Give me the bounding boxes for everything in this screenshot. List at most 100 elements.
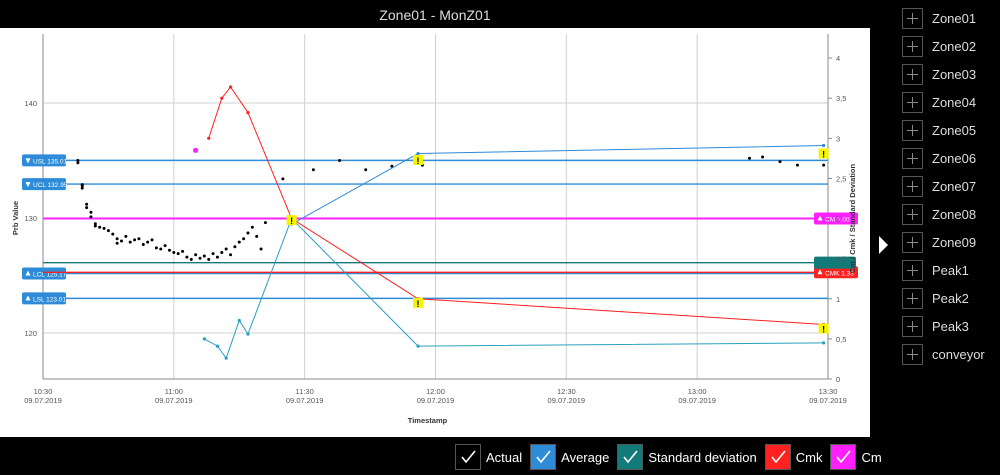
plus-icon[interactable] [902, 7, 923, 29]
plus-icon[interactable] [902, 231, 923, 253]
x-tick-date: 09.07.2019 [24, 396, 62, 405]
plus-icon[interactable] [902, 343, 923, 365]
data-point [822, 143, 826, 148]
x-tick-date: 09.07.2019 [548, 396, 586, 405]
warning-symbol: ! [822, 150, 825, 160]
zone-item-peak2[interactable]: Peak2 [893, 284, 1000, 312]
data-point-actual [124, 234, 128, 238]
zone-item-zone08[interactable]: Zone08 [893, 200, 1000, 228]
plus-icon[interactable] [902, 35, 923, 57]
zone-item-label: Peak1 [932, 262, 969, 278]
checkmark-icon[interactable] [830, 444, 857, 470]
plus-icon[interactable] [902, 119, 923, 141]
checkmark-icon[interactable] [530, 444, 557, 470]
y2-tick-label: 0,5 [836, 335, 846, 344]
data-point-actual [176, 252, 180, 256]
data-point-actual [390, 164, 394, 168]
data-point-actual [167, 248, 171, 252]
data-point-actual [748, 156, 751, 160]
data-point-actual [761, 155, 765, 159]
zone-item-label: Zone04 [932, 94, 977, 110]
data-point-actual [76, 161, 80, 165]
warning-icon: ! [818, 148, 829, 160]
zone-item-label: Zone09 [932, 234, 977, 250]
limit-tag [814, 212, 858, 225]
zone-item-zone03[interactable]: Zone03 [893, 60, 1000, 88]
data-point-actual [146, 240, 150, 244]
legend-item-actual[interactable]: Actual [455, 444, 522, 470]
data-point-actual [159, 247, 163, 251]
plus-icon[interactable] [902, 175, 923, 197]
x-tick-label: 11:30 [296, 387, 314, 396]
data-point [224, 356, 228, 360]
chart-legend: Actual Average Standard deviation Cmk Cm [455, 442, 890, 472]
zone-item-zone04[interactable]: Zone04 [893, 88, 1000, 116]
zone-item-conveyor[interactable]: conveyor [893, 340, 1000, 368]
x-tick-label: 11:00 [165, 387, 183, 396]
zone-item-label: Peak3 [932, 318, 969, 334]
arrow-down-icon [25, 158, 31, 164]
data-point-actual [89, 215, 93, 219]
warning-symbol: ! [417, 299, 420, 309]
legend-label: Standard deviation [648, 449, 757, 465]
plus-icon[interactable] [902, 315, 923, 337]
plus-icon[interactable] [902, 91, 923, 113]
x-axis-title: Timestamp [408, 416, 448, 425]
plus-icon[interactable] [902, 287, 923, 309]
zone-item-zone02[interactable]: Zone02 [893, 32, 1000, 60]
plus-icon[interactable] [902, 63, 923, 85]
x-tick-date: 09.07.2019 [155, 396, 193, 405]
y2-tick-label: 3,5 [836, 94, 846, 103]
series-line-cmk [208, 86, 824, 325]
warning-box [413, 297, 424, 308]
arrow-down-icon [25, 182, 31, 188]
zone-item-zone05[interactable]: Zone05 [893, 116, 1000, 144]
data-point-actual [215, 255, 219, 259]
chart-svg: USL 135.01 UCL 132.95 LCL 125.17 LSL 123.01… [11, 34, 858, 425]
legend-item-average[interactable]: Average [530, 444, 609, 470]
arrow-up-icon [817, 269, 823, 275]
zone-item-peak3[interactable]: Peak3 [893, 312, 1000, 340]
checkmark-icon[interactable] [764, 444, 791, 470]
data-point [416, 344, 420, 348]
data-point-actual [202, 254, 206, 258]
expand-panel-arrow-icon[interactable] [879, 236, 888, 254]
data-point [246, 332, 250, 336]
data-point-actual [76, 159, 80, 162]
warning-icon: ! [286, 215, 297, 226]
data-point [202, 337, 206, 341]
checkmark-icon[interactable] [617, 444, 644, 470]
plus-icon[interactable] [902, 147, 923, 169]
data-point [220, 96, 224, 100]
data-point-actual [311, 168, 315, 172]
plus-icon[interactable] [902, 259, 923, 281]
data-point-actual [246, 231, 250, 235]
limit-tag [814, 266, 858, 279]
legend-item-cm[interactable]: Cm [830, 444, 882, 470]
zone-item-zone06[interactable]: Zone06 [893, 144, 1000, 172]
data-point [215, 344, 220, 348]
legend-item-cmk[interactable]: Cmk [764, 444, 823, 470]
legend-item-standard-deviation[interactable]: Standard deviation [617, 444, 757, 470]
zone-item-zone07[interactable]: Zone07 [893, 172, 1000, 200]
legend-label: Average [561, 449, 610, 465]
x-tick-label: 12:00 [426, 387, 445, 396]
zone-item-peak1[interactable]: Peak1 [893, 256, 1000, 284]
zone-item-zone09[interactable]: Zone09 [893, 228, 1000, 256]
plus-icon[interactable] [902, 203, 923, 225]
data-point-actual [281, 177, 285, 181]
x-tick-label: 10:30 [34, 387, 53, 396]
labels-layer: 10:3009.07.201911:0009.07.201911:3009.07… [11, 54, 857, 425]
checkmark-icon[interactable] [455, 444, 481, 470]
x-tick-date: 09.07.2019 [809, 396, 847, 405]
zone-item-label: Zone01 [932, 10, 977, 26]
warning-box [818, 323, 829, 334]
data-point-actual [189, 257, 193, 261]
legend-label: Cmk [795, 449, 823, 465]
zone-item-zone01[interactable]: Zone01 [893, 4, 1000, 32]
data-point [237, 318, 241, 323]
data-point-actual [128, 240, 132, 244]
warning-icon: ! [818, 323, 829, 334]
data-point-actual [89, 210, 93, 214]
zone-list: Zone01 Zone02 Zone03 Zone04 Zone05 Zone06 Zone… [893, 4, 1000, 368]
